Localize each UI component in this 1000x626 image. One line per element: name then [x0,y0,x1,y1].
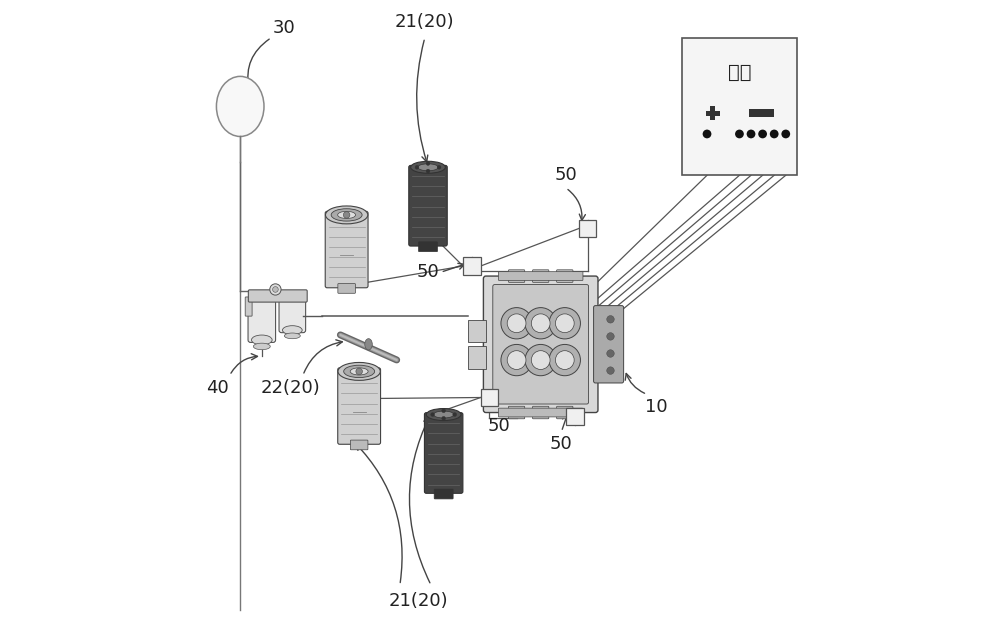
FancyBboxPatch shape [498,408,583,417]
Bar [468,346,486,369]
Text: 50: 50 [550,436,573,453]
Text: 21(20): 21(20) [395,13,455,31]
Circle shape [426,169,430,173]
Text: 22(20): 22(20) [260,379,320,397]
FancyBboxPatch shape [508,406,525,419]
Circle shape [735,130,744,138]
FancyBboxPatch shape [248,297,276,342]
Ellipse shape [253,343,270,350]
Text: 21(20): 21(20) [389,592,448,610]
Ellipse shape [284,333,300,339]
FancyBboxPatch shape [338,284,355,293]
Ellipse shape [344,365,375,377]
Circle shape [343,212,350,218]
Ellipse shape [216,76,264,136]
FancyBboxPatch shape [419,242,437,252]
FancyBboxPatch shape [493,285,589,404]
FancyBboxPatch shape [424,413,463,493]
Ellipse shape [338,212,356,218]
Circle shape [525,307,556,339]
Text: 40: 40 [206,379,228,397]
Bar [579,220,596,237]
Circle shape [607,316,614,323]
Bar [481,389,498,406]
Circle shape [501,344,532,376]
Ellipse shape [251,335,272,345]
Text: 50: 50 [554,167,577,184]
Ellipse shape [411,162,445,173]
Ellipse shape [325,206,368,224]
FancyBboxPatch shape [557,270,573,282]
Text: 电源: 电源 [728,63,751,81]
FancyBboxPatch shape [498,272,583,280]
Circle shape [437,165,441,169]
FancyBboxPatch shape [338,368,381,444]
Circle shape [415,165,419,169]
FancyBboxPatch shape [594,305,624,383]
Circle shape [426,162,430,165]
FancyBboxPatch shape [533,406,549,419]
Circle shape [270,284,281,295]
Circle shape [525,344,556,376]
FancyBboxPatch shape [508,270,525,282]
FancyBboxPatch shape [434,489,453,499]
FancyBboxPatch shape [483,276,598,413]
Bar [468,320,486,342]
FancyBboxPatch shape [279,297,306,332]
Circle shape [531,314,550,332]
Circle shape [431,413,435,416]
Ellipse shape [418,164,438,171]
Bar [682,38,797,175]
Circle shape [555,314,574,332]
Circle shape [507,351,526,369]
Ellipse shape [365,339,372,350]
Text: 50: 50 [417,264,439,281]
Text: 10: 10 [645,398,668,416]
Text: 30: 30 [273,19,295,37]
Circle shape [747,130,755,138]
Circle shape [758,130,767,138]
Circle shape [770,130,779,138]
Circle shape [507,314,526,332]
FancyBboxPatch shape [533,270,549,282]
Ellipse shape [350,368,368,375]
Text: 50: 50 [487,417,510,434]
Circle shape [607,332,614,340]
FancyBboxPatch shape [248,290,307,302]
Circle shape [356,368,362,374]
Circle shape [703,130,711,138]
Circle shape [442,409,446,413]
Circle shape [555,351,574,369]
Circle shape [607,350,614,357]
Circle shape [273,287,278,292]
Circle shape [531,351,550,369]
Circle shape [442,416,446,420]
Ellipse shape [426,409,461,421]
Bar [463,257,481,275]
FancyBboxPatch shape [325,212,368,288]
Circle shape [781,130,790,138]
Ellipse shape [282,326,302,335]
Ellipse shape [433,411,454,418]
FancyBboxPatch shape [245,297,252,316]
Bar [566,408,584,425]
Circle shape [453,413,457,416]
Circle shape [501,307,532,339]
Bar [710,106,715,120]
Circle shape [607,367,614,374]
FancyBboxPatch shape [350,440,368,449]
Circle shape [549,307,580,339]
Circle shape [549,344,580,376]
Bar [706,111,720,116]
Ellipse shape [331,208,362,221]
Ellipse shape [338,362,380,381]
FancyBboxPatch shape [409,165,447,246]
Bar [749,109,774,118]
FancyBboxPatch shape [557,406,573,419]
